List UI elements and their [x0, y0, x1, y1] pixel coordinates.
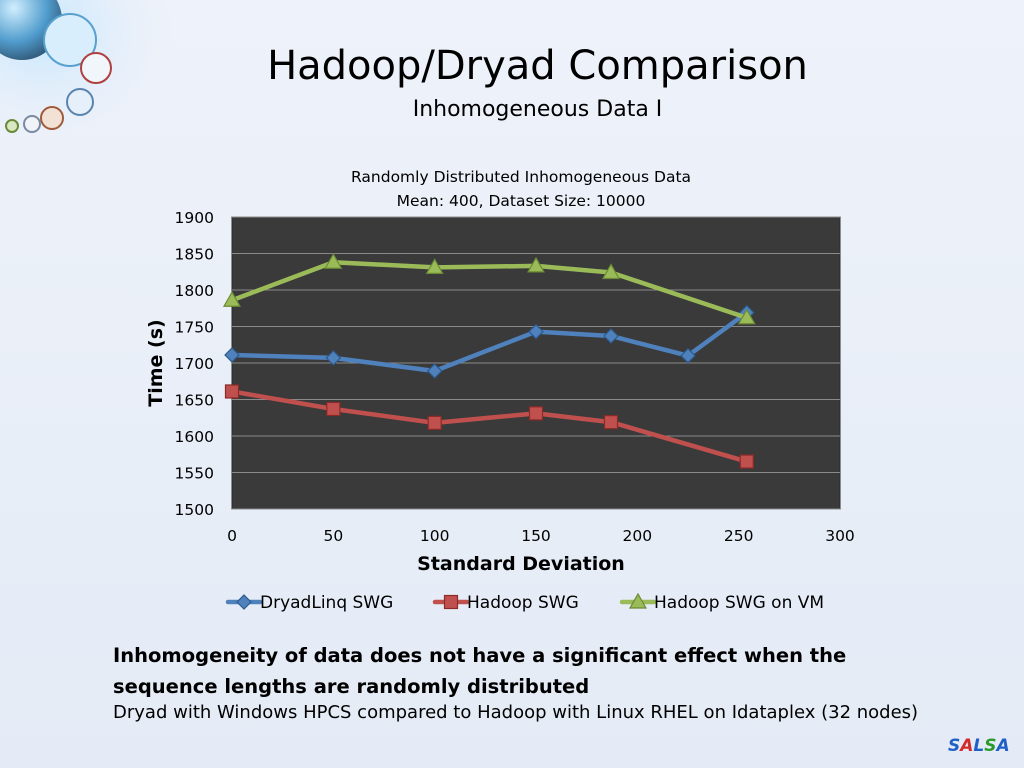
y-axis-label: Time (s)	[145, 319, 167, 406]
line-chart: Randomly Distributed Inhomogeneous Data M…	[145, 168, 855, 613]
data-point-1	[603, 415, 619, 430]
data-point-0	[325, 350, 342, 366]
data-point-0	[426, 363, 443, 379]
salsa-logo: SALSA	[948, 736, 1010, 756]
series-line-2	[229, 260, 750, 320]
chart-title-line: Mean: 400, Dataset Size: 10000	[397, 192, 646, 210]
data-point-1	[528, 406, 544, 421]
data-point-2	[526, 256, 546, 273]
y-tick-label: 1900	[175, 209, 214, 227]
x-tick-label: 250	[724, 527, 754, 545]
data-point-2	[425, 258, 444, 274]
x-tick-label: 150	[521, 527, 551, 545]
logo-letter: A	[960, 736, 974, 756]
logo-letter: L	[973, 736, 985, 756]
legend-marker-2	[628, 592, 648, 609]
chart-title-line: Randomly Distributed Inhomogeneous Data	[351, 168, 691, 186]
y-tick-label: 1600	[175, 428, 214, 446]
data-point-0	[603, 328, 619, 344]
logo-letter: S	[984, 736, 997, 756]
legend-marker-0	[236, 594, 252, 610]
series-line-1	[229, 389, 750, 464]
x-axis-label: Standard Deviation	[417, 553, 625, 575]
data-point-1	[326, 401, 341, 417]
y-tick-label: 1750	[175, 319, 214, 337]
x-tick-label: 200	[623, 527, 653, 545]
x-tick-label: 100	[420, 527, 450, 545]
data-point-1	[739, 454, 754, 469]
data-point-2	[737, 308, 756, 325]
data-point-1	[427, 415, 442, 430]
legend-label: DryadLinq SWG	[260, 593, 393, 613]
x-tick-label: 0	[227, 527, 237, 545]
setup-description-text: Dryad with Windows HPCS compared to Hado…	[113, 702, 919, 723]
y-tick-label: 1550	[175, 465, 214, 483]
logo-letter: A	[996, 736, 1010, 756]
data-point-0	[680, 347, 696, 364]
y-tick-label: 1850	[175, 246, 214, 264]
legend-marker-1	[443, 594, 459, 610]
x-tick-label: 50	[323, 527, 343, 545]
key-finding-text: Inhomogeneity of data does not have a si…	[113, 644, 847, 698]
data-point-2	[324, 253, 343, 269]
y-tick-label: 1800	[175, 282, 214, 300]
y-tick-label: 1500	[175, 501, 214, 519]
legend-label: Hadoop SWG on VM	[654, 593, 824, 613]
data-point-1	[224, 384, 240, 399]
y-tick-label: 1700	[175, 355, 214, 373]
slide-title: Hadoop/Dryad Comparison	[267, 43, 808, 89]
x-tick-label: 300	[825, 527, 855, 545]
data-point-0	[224, 347, 240, 363]
slide-subtitle: Inhomogeneous Data I	[412, 97, 663, 122]
globe-decoration-icon	[0, 0, 170, 150]
y-tick-label: 1650	[175, 392, 214, 410]
data-point-0	[528, 323, 544, 340]
data-point-2	[222, 291, 242, 307]
logo-letter: S	[948, 736, 961, 756]
legend-label: Hadoop SWG	[467, 593, 579, 613]
data-point-2	[601, 263, 621, 280]
